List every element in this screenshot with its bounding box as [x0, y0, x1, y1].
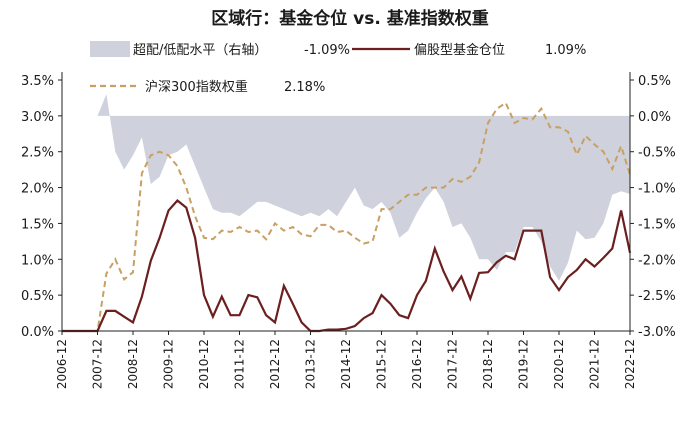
chart-title: 区域行：基金仓位 vs. 基准指数权重	[211, 8, 489, 29]
legend-label-index: 沪深300指数权重	[145, 79, 248, 95]
legend-label-gap: 超配/低配水平（右轴）	[133, 43, 267, 58]
x-tick-label: 2020-12	[552, 339, 566, 389]
x-tick-label: 2009-12	[162, 339, 176, 389]
area-series-gap	[97, 94, 630, 281]
left-tick-label: 1.5%	[21, 217, 54, 232]
plot-area	[62, 94, 632, 333]
x-tick-label: 2010-12	[197, 339, 211, 389]
x-tick-label: 2017-12	[446, 339, 460, 389]
x-tick-label: 2013-12	[304, 339, 318, 389]
x-tick-label: 2006-12	[55, 339, 69, 389]
right-tick-label: 0.0%	[638, 110, 671, 125]
legend-value-index: 2.18%	[284, 80, 325, 95]
left-tick-label: 2.0%	[21, 182, 54, 197]
legend-value-fund: 1.09%	[545, 43, 586, 58]
x-tick-label: 2016-12	[410, 339, 424, 389]
x-tick-label: 2007-12	[91, 339, 105, 389]
left-tick-label: 3.0%	[21, 110, 54, 125]
right-tick-label: -1.5%	[638, 217, 676, 232]
x-tick-label: 2019-12	[517, 339, 531, 389]
line-series-fund	[62, 198, 632, 333]
legend-label-fund: 偏股型基金仓位	[414, 42, 505, 58]
x-tick-label: 2021-12	[588, 339, 602, 389]
x-tick-label: 2008-12	[126, 339, 140, 389]
right-tick-label: 0.5%	[638, 74, 671, 89]
axes: 0.0% 0.5% 1.0% 1.5% 2.0% 2.5% 3.0% 3.5% -3.0% -2.…	[21, 72, 676, 389]
x-tick-label: 2012-12	[268, 339, 282, 389]
legend: 超配/低配水平（右轴） -1.09% 偏股型基金仓位 1.09% 沪深300指数…	[90, 41, 586, 95]
legend-swatch-gap	[90, 41, 130, 57]
left-tick-label: 2.5%	[21, 146, 54, 161]
x-tick-label: 2015-12	[375, 339, 389, 389]
left-tick-label: 3.5%	[21, 74, 54, 89]
right-tick-label: -0.5%	[638, 146, 676, 161]
x-tick-label: 2022-12	[623, 339, 637, 389]
line-series-index	[62, 101, 631, 332]
right-tick-label: -3.0%	[638, 325, 676, 340]
x-tick-label: 2014-12	[339, 339, 353, 389]
left-tick-label: 0.5%	[21, 289, 54, 304]
left-tick-label: 0.0%	[21, 325, 54, 340]
right-tick-label: -1.0%	[638, 182, 676, 197]
left-tick-label: 1.0%	[21, 253, 54, 268]
x-tick-label: 2011-12	[233, 339, 247, 389]
x-tick-label: 2018-12	[481, 339, 495, 389]
right-tick-label: -2.5%	[638, 289, 676, 304]
legend-value-gap: -1.09%	[304, 43, 350, 58]
right-tick-label: -2.0%	[638, 253, 676, 268]
